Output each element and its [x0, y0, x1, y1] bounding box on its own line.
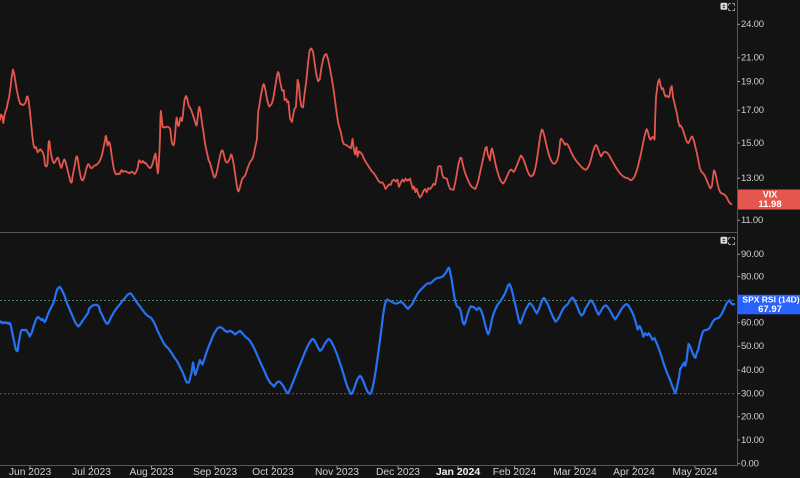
svg-text:11.00: 11.00: [741, 215, 763, 226]
svg-text:Nov 2023: Nov 2023: [315, 467, 359, 478]
svg-text:Dec 2023: Dec 2023: [376, 467, 420, 478]
svg-text:60.00: 60.00: [741, 318, 764, 329]
svg-text:Apr 2024: Apr 2024: [613, 467, 655, 478]
svg-text:50.00: 50.00: [741, 341, 764, 352]
svg-text:Jul 2023: Jul 2023: [72, 467, 111, 478]
svg-text:80.00: 80.00: [741, 271, 764, 282]
svg-text:24.00: 24.00: [741, 19, 764, 30]
svg-text:21.00: 21.00: [741, 53, 764, 64]
svg-text:Jan 2024: Jan 2024: [436, 466, 481, 478]
svg-text:Oct 2023: Oct 2023: [252, 467, 294, 478]
svg-text:15.00: 15.00: [741, 138, 764, 149]
svg-text:VIX: VIX: [763, 190, 778, 200]
svg-text:May 2024: May 2024: [672, 467, 717, 478]
svg-text:13.00: 13.00: [741, 173, 764, 184]
svg-text:90.00: 90.00: [741, 249, 764, 260]
svg-text:17.00: 17.00: [741, 105, 764, 116]
svg-text:40.00: 40.00: [741, 365, 764, 376]
svg-text:SPX RSI (14D): SPX RSI (14D): [742, 295, 799, 305]
svg-text:10.00: 10.00: [741, 435, 764, 446]
svg-text:Mar 2024: Mar 2024: [553, 467, 597, 478]
svg-text:11.98: 11.98: [758, 199, 781, 210]
svg-text:Aug 2023: Aug 2023: [129, 467, 173, 478]
svg-text:20.00: 20.00: [741, 412, 764, 423]
svg-text:30.00: 30.00: [741, 388, 764, 399]
svg-text:Sep 2023: Sep 2023: [193, 467, 237, 478]
svg-text:0.00: 0.00: [741, 459, 759, 470]
svg-text:Feb 2024: Feb 2024: [493, 467, 537, 478]
svg-text:Jun 2023: Jun 2023: [9, 467, 52, 478]
svg-text:67.97: 67.97: [758, 304, 782, 315]
svg-text:19.00: 19.00: [741, 76, 764, 87]
